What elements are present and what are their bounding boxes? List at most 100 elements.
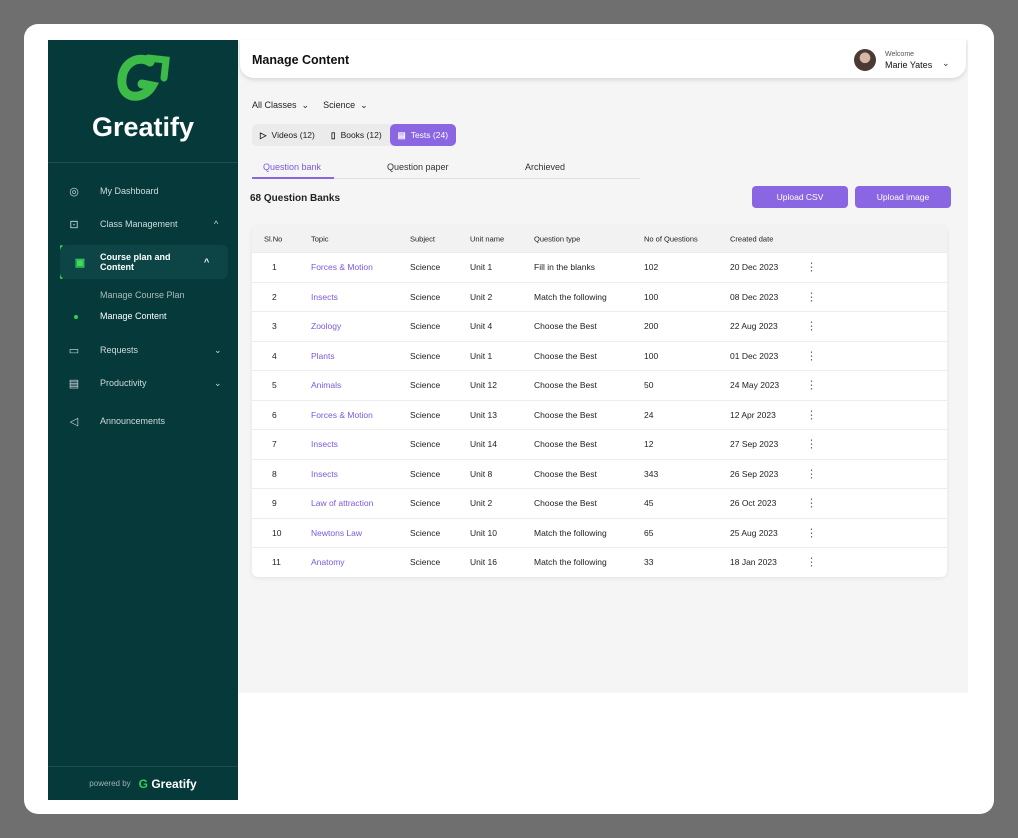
cell-question-type: Choose the Best <box>534 350 597 361</box>
cell-no-questions: 100 <box>644 291 659 302</box>
cell-slno: 4 <box>272 350 277 361</box>
tab-question-bank[interactable]: Question bank <box>263 162 322 172</box>
cell-topic[interactable]: Plants <box>311 350 335 361</box>
segment-label: Tests (24) <box>410 130 449 140</box>
more-options-icon[interactable]: ⋮ <box>806 556 817 569</box>
sidebar-subitem-manage-course-plan[interactable]: Manage Course Plan <box>100 290 185 300</box>
cell-no-questions: 12 <box>644 439 654 450</box>
cell-created-date: 24 May 2023 <box>730 380 780 391</box>
more-options-icon[interactable]: ⋮ <box>806 350 817 363</box>
cell-question-type: Match the following <box>534 527 607 538</box>
cell-topic[interactable]: Animals <box>311 380 342 391</box>
more-options-icon[interactable]: ⋮ <box>806 261 817 274</box>
cell-created-date: 01 Dec 2023 <box>730 350 779 361</box>
question-bank-count: 68 Question Banks <box>250 193 341 204</box>
cell-topic[interactable]: Insects <box>311 291 338 302</box>
more-options-icon[interactable]: ⋮ <box>806 291 817 304</box>
sidebar-item-course-plan[interactable]: ▣ Course plan and Content ^ <box>60 245 228 279</box>
sidebar-item-class-management[interactable]: ⊡ Class Management ^ <box>48 207 238 241</box>
user-name[interactable]: Marie Yates <box>885 60 933 70</box>
col-topic: Topic <box>311 234 329 244</box>
cell-topic[interactable]: Forces & Motion <box>311 262 373 273</box>
subject-filter-value: Science <box>323 100 356 110</box>
sidebar-item-label: Productivity <box>100 378 147 388</box>
sidebar-item-productivity[interactable]: ▤ Productivity ⌄ <box>48 366 238 400</box>
sidebar-item-label: Course plan and Content <box>100 252 171 272</box>
cell-topic[interactable]: Insects <box>311 468 338 479</box>
table-row: 10 Newtons Law Science Unit 10 Match the fol… <box>252 517 947 548</box>
cell-slno: 3 <box>272 321 277 332</box>
more-options-icon[interactable]: ⋮ <box>806 497 817 510</box>
powered-by-text: powered by <box>89 779 131 788</box>
cell-topic[interactable]: Insects <box>311 439 338 450</box>
cell-topic[interactable]: Zoology <box>311 321 342 332</box>
active-tab-underline <box>252 177 334 179</box>
cell-topic[interactable]: Law of attraction <box>311 498 374 509</box>
table-row: 7 Insects Science Unit 14 Choose the Best 12 2… <box>252 429 947 459</box>
col-subject: Subject <box>410 234 436 244</box>
cell-subject: Science <box>410 350 441 361</box>
cell-question-type: Match the following <box>534 291 607 302</box>
class-filter[interactable]: All Classes ⌄ <box>252 100 310 110</box>
sidebar-item-announcements[interactable]: ◁ Announcements <box>48 404 238 438</box>
table-row: 3 Zoology Science Unit 4 Choose the Best 200 2… <box>252 311 947 341</box>
more-options-icon[interactable]: ⋮ <box>806 438 817 451</box>
cell-unit: Unit 12 <box>470 380 497 391</box>
cell-subject: Science <box>410 380 441 391</box>
cell-topic[interactable]: Forces & Motion <box>311 409 373 420</box>
segment-books[interactable]: ▯ Books (12) <box>323 124 390 146</box>
cell-unit: Unit 1 <box>470 262 493 273</box>
powered-by-footer: powered by G Greatify <box>48 766 238 800</box>
segment-tests[interactable]: ▤ Tests (24) <box>389 124 457 146</box>
cell-question-type: Fill in the blanks <box>534 262 595 273</box>
upload-csv-button[interactable]: Upload CSV <box>752 186 848 208</box>
cell-slno: 8 <box>272 468 277 479</box>
more-options-icon[interactable]: ⋮ <box>806 320 817 333</box>
table-row: 6 Forces & Motion Science Unit 13 Choose the… <box>252 399 947 430</box>
main-content: Manage Content Welcome Marie Yates ⌄ All… <box>238 40 968 693</box>
subject-filter[interactable]: Science ⌄ <box>323 100 368 110</box>
sidebar-item-requests[interactable]: ▭ Requests ⌄ <box>48 333 238 367</box>
cell-question-type: Match the following <box>534 557 607 568</box>
more-options-icon[interactable]: ⋮ <box>806 527 817 540</box>
cell-question-type: Choose the Best <box>534 498 597 509</box>
sidebar: Greatify ◎ My Dashboard ⊡ Class Management… <box>48 40 238 800</box>
chevron-down-icon[interactable]: ⌄ <box>942 58 950 68</box>
class-filter-value: All Classes <box>252 100 297 110</box>
cell-topic[interactable]: Anatomy <box>311 557 345 568</box>
upload-image-button[interactable]: Upload image <box>855 186 951 208</box>
cell-no-questions: 343 <box>644 468 659 479</box>
cell-created-date: 26 Sep 2023 <box>730 468 779 479</box>
welcome-label: Welcome <box>885 51 915 58</box>
cell-slno: 1 <box>272 262 277 273</box>
cell-no-questions: 65 <box>644 527 654 538</box>
cell-unit: Unit 13 <box>470 409 497 420</box>
chevron-down-icon: ⌄ <box>214 344 222 355</box>
cell-unit: Unit 10 <box>470 527 497 538</box>
cell-subject: Science <box>410 291 441 302</box>
cell-created-date: 27 Sep 2023 <box>730 439 779 450</box>
cell-question-type: Choose the Best <box>534 409 597 420</box>
cell-topic[interactable]: Newtons Law <box>311 527 363 538</box>
segment-videos[interactable]: ▷ Videos (12) <box>252 124 323 146</box>
sidebar-item-dashboard[interactable]: ◎ My Dashboard <box>48 174 238 208</box>
table-row: 11 Anatomy Science Unit 16 Match the followi… <box>252 547 947 577</box>
segment-label: Books (12) <box>340 130 382 140</box>
cell-slno: 2 <box>272 291 277 302</box>
tabs: Question bank Question paper Archieved <box>252 157 640 179</box>
col-no-questions: No of Questions <box>644 234 698 244</box>
book-icon: ▯ <box>330 129 336 140</box>
sidebar-subitem-manage-content[interactable]: Manage Content <box>100 311 167 321</box>
sidebar-item-label: Announcements <box>100 416 166 426</box>
cell-no-questions: 45 <box>644 498 654 509</box>
cell-created-date: 22 Aug 2023 <box>730 321 778 332</box>
more-options-icon[interactable]: ⋮ <box>806 468 817 481</box>
content-type-switch: ▷ Videos (12) ▯ Books (12) ▤ Tests (24) <box>252 124 457 146</box>
more-options-icon[interactable]: ⋮ <box>806 409 817 422</box>
avatar[interactable] <box>854 49 876 71</box>
tab-question-paper[interactable]: Question paper <box>387 162 449 172</box>
more-options-icon[interactable]: ⋮ <box>806 379 817 392</box>
footer-brand: Greatify <box>151 776 197 791</box>
cell-slno: 9 <box>272 498 277 509</box>
tab-archived[interactable]: Archieved <box>525 162 566 172</box>
